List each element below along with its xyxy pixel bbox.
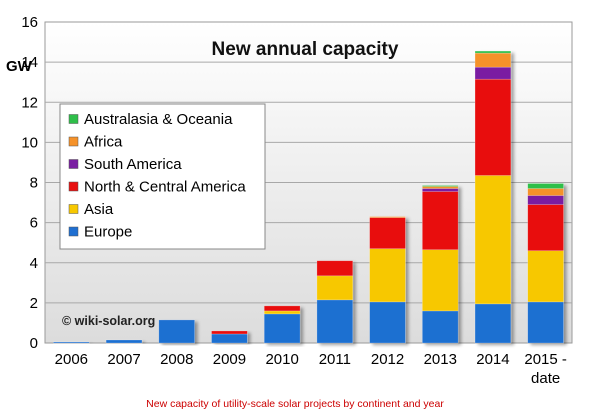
bar-stack — [316, 260, 354, 344]
bar-segment — [474, 52, 512, 68]
bar-segment — [422, 191, 459, 251]
x-tick-label: 2015 - — [524, 351, 567, 368]
bar-stack — [474, 50, 512, 344]
x-tick-label: 2006 — [55, 351, 88, 368]
bar-segment — [369, 248, 406, 303]
bar-segment — [316, 275, 354, 301]
legend-label: South America — [84, 156, 182, 173]
figure-caption: New capacity of utility-scale solar proj… — [146, 398, 444, 410]
bar-stack — [211, 330, 248, 344]
y-tick-label: 8 — [30, 175, 38, 192]
bar-segment — [474, 175, 512, 305]
bar-segment — [369, 217, 406, 250]
bar-segment — [474, 50, 512, 54]
legend-label: Asia — [84, 201, 114, 218]
legend-box — [59, 103, 266, 250]
bar-segment — [211, 330, 248, 335]
legend-items: Australasia & Oceania Africa South America… — [68, 111, 246, 241]
x-tick-label: 2012 — [371, 351, 404, 368]
bar-segment — [211, 333, 248, 344]
y-tick-label: 12 — [21, 94, 38, 111]
x-tick-label: 2008 — [160, 351, 193, 368]
bar-segment — [527, 301, 564, 344]
bar-segment — [369, 216, 406, 218]
bar-segment — [474, 66, 512, 80]
bar-segment — [474, 303, 512, 344]
bar-segment — [474, 78, 512, 176]
legend-swatch — [68, 114, 79, 124]
bar-segment — [263, 310, 301, 315]
legend-swatch — [68, 136, 79, 147]
legend-label: Africa — [84, 134, 123, 151]
bar-stack — [422, 185, 459, 344]
bar-segment — [422, 310, 459, 344]
y-axis: 0 2 4 6 8 10 12 14 16 — [21, 14, 38, 352]
legend-label: Australasia & Oceania — [84, 111, 233, 128]
bar-segment — [422, 249, 459, 312]
chart: 0 2 4 6 8 10 12 14 16 GW 2006 2007 2008 2009 2010 201… — [6, 14, 573, 387]
legend-swatch — [68, 159, 79, 169]
bar-stack — [527, 183, 564, 344]
chart-title: New annual capacity — [212, 39, 399, 60]
bar-segment — [527, 250, 564, 303]
bar-segment — [369, 301, 406, 344]
legend-swatch — [68, 204, 79, 214]
y-tick-label: 10 — [21, 134, 38, 151]
y-tick-label: 6 — [30, 215, 38, 232]
bars — [53, 50, 564, 344]
legend: Australasia & Oceania Africa South America… — [59, 103, 266, 250]
bar-segment — [316, 260, 354, 277]
y-tick-label: 4 — [30, 255, 38, 272]
x-tick-label: 2011 — [319, 351, 351, 368]
x-tick-label: 2009 — [213, 351, 246, 368]
y-tick-label: 0 — [30, 335, 38, 352]
bar-segment — [527, 204, 564, 252]
bar-stack — [158, 319, 195, 344]
bar-segment — [422, 188, 459, 192]
legend-label: Europe — [84, 224, 132, 241]
bar-segment — [263, 305, 301, 312]
bar-stack — [105, 339, 143, 344]
legend-swatch — [68, 181, 79, 192]
legend-swatch — [68, 226, 79, 237]
bar-segment — [527, 188, 564, 196]
legend-label: North & Central America — [84, 179, 246, 196]
bar-segment — [53, 341, 90, 344]
y-tick-label: 2 — [30, 295, 38, 312]
bar-segment — [316, 299, 354, 344]
bar-segment — [105, 339, 143, 344]
x-tick-label: 2013 — [424, 351, 457, 368]
y-tick-label: 16 — [21, 14, 38, 31]
x-tick-label: date — [531, 370, 560, 387]
y-axis-label: GW — [6, 58, 33, 75]
watermark: © wiki-solar.org — [62, 314, 155, 328]
x-tick-label: 2014 — [476, 351, 509, 368]
x-tick-label: 2007 — [107, 351, 140, 368]
bar-segment — [527, 195, 564, 205]
bar-segment — [263, 313, 301, 344]
bar-stack — [263, 305, 301, 344]
bar-stack — [369, 216, 406, 344]
bar-segment — [422, 185, 459, 187]
bar-segment — [527, 183, 564, 189]
x-axis: 2006 2007 2008 2009 2010 2011 2012 2013 2014 2015… — [55, 351, 567, 387]
y-tick-label: 14 — [21, 54, 38, 71]
bar-segment — [422, 186, 459, 189]
bar-segment — [158, 319, 195, 344]
x-tick-label: 2010 — [265, 351, 298, 368]
bar-stack — [53, 341, 90, 344]
